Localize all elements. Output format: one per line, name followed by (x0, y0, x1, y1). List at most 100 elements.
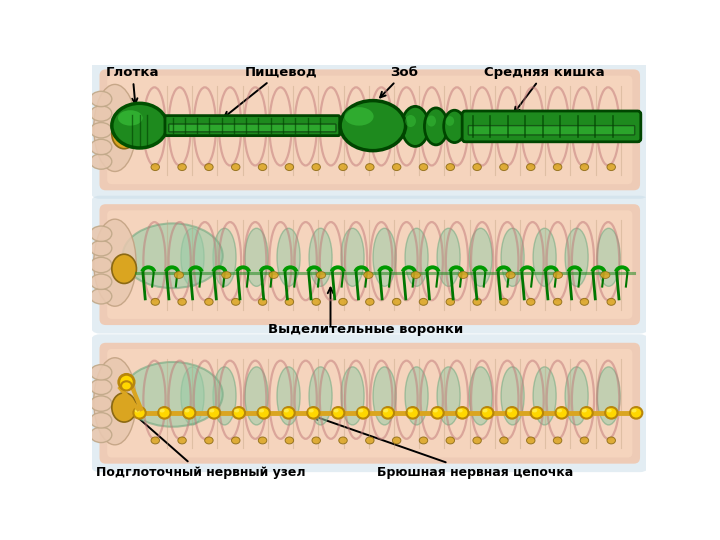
Ellipse shape (597, 367, 620, 425)
Ellipse shape (178, 299, 186, 305)
FancyBboxPatch shape (90, 61, 649, 199)
Ellipse shape (481, 407, 493, 419)
Ellipse shape (366, 437, 374, 444)
Ellipse shape (90, 91, 112, 107)
Ellipse shape (457, 409, 463, 413)
Ellipse shape (181, 367, 204, 425)
Ellipse shape (94, 84, 136, 172)
Ellipse shape (382, 407, 394, 419)
Ellipse shape (444, 110, 465, 143)
Ellipse shape (473, 437, 482, 444)
Ellipse shape (554, 164, 562, 171)
Ellipse shape (258, 409, 264, 413)
Ellipse shape (341, 367, 364, 425)
Ellipse shape (316, 272, 325, 279)
Ellipse shape (90, 240, 112, 256)
Ellipse shape (183, 407, 195, 419)
Ellipse shape (133, 407, 145, 419)
Ellipse shape (118, 110, 143, 126)
Ellipse shape (90, 257, 112, 273)
Ellipse shape (630, 407, 642, 419)
Ellipse shape (554, 299, 562, 305)
Ellipse shape (456, 407, 469, 419)
Ellipse shape (500, 299, 508, 305)
Ellipse shape (366, 164, 374, 171)
Ellipse shape (506, 407, 518, 419)
FancyBboxPatch shape (165, 116, 340, 136)
Ellipse shape (245, 367, 268, 425)
Ellipse shape (282, 407, 294, 419)
Ellipse shape (607, 164, 616, 171)
Ellipse shape (506, 272, 515, 279)
Ellipse shape (482, 409, 487, 413)
Ellipse shape (446, 299, 454, 305)
FancyBboxPatch shape (168, 124, 336, 132)
Ellipse shape (526, 299, 535, 305)
Ellipse shape (532, 409, 537, 413)
Ellipse shape (600, 272, 610, 279)
Ellipse shape (90, 123, 112, 138)
Ellipse shape (121, 381, 132, 390)
Ellipse shape (507, 409, 513, 413)
Ellipse shape (308, 409, 314, 413)
Ellipse shape (357, 407, 369, 419)
Ellipse shape (112, 119, 137, 148)
Ellipse shape (90, 288, 112, 304)
Ellipse shape (181, 228, 204, 286)
FancyBboxPatch shape (99, 343, 640, 464)
Ellipse shape (94, 357, 136, 445)
Ellipse shape (339, 299, 347, 305)
Ellipse shape (582, 409, 587, 413)
Ellipse shape (419, 299, 428, 305)
Ellipse shape (597, 228, 620, 286)
Ellipse shape (184, 409, 189, 413)
Ellipse shape (209, 409, 215, 413)
Ellipse shape (151, 437, 160, 444)
Ellipse shape (526, 437, 535, 444)
Ellipse shape (258, 437, 267, 444)
Ellipse shape (431, 407, 444, 419)
Ellipse shape (232, 437, 240, 444)
Ellipse shape (473, 299, 482, 305)
Ellipse shape (341, 228, 364, 286)
Ellipse shape (312, 299, 320, 305)
Ellipse shape (285, 164, 294, 171)
Ellipse shape (285, 437, 294, 444)
Ellipse shape (553, 272, 562, 279)
FancyBboxPatch shape (99, 70, 640, 190)
Ellipse shape (135, 409, 140, 413)
Ellipse shape (358, 409, 364, 413)
FancyBboxPatch shape (107, 211, 632, 319)
FancyBboxPatch shape (462, 111, 641, 142)
Ellipse shape (269, 272, 279, 279)
Ellipse shape (277, 367, 300, 425)
Ellipse shape (473, 164, 482, 171)
Ellipse shape (178, 437, 186, 444)
Ellipse shape (606, 409, 612, 413)
Ellipse shape (339, 437, 347, 444)
Ellipse shape (607, 299, 616, 305)
Ellipse shape (258, 164, 267, 171)
FancyBboxPatch shape (107, 349, 632, 457)
Ellipse shape (309, 367, 332, 425)
Ellipse shape (425, 108, 448, 145)
FancyBboxPatch shape (90, 334, 649, 472)
Ellipse shape (90, 427, 112, 443)
Ellipse shape (332, 407, 344, 419)
Ellipse shape (333, 409, 338, 413)
Ellipse shape (433, 409, 438, 413)
Ellipse shape (607, 437, 616, 444)
Ellipse shape (309, 228, 332, 286)
Ellipse shape (90, 379, 112, 395)
Ellipse shape (469, 367, 492, 425)
Ellipse shape (234, 409, 239, 413)
Text: Выделительные воронки: Выделительные воронки (268, 323, 463, 336)
Ellipse shape (122, 224, 222, 288)
Ellipse shape (531, 407, 543, 419)
Ellipse shape (158, 407, 171, 419)
Ellipse shape (392, 164, 401, 171)
Ellipse shape (90, 413, 112, 428)
Ellipse shape (580, 437, 589, 444)
Ellipse shape (204, 437, 213, 444)
FancyBboxPatch shape (107, 76, 632, 184)
